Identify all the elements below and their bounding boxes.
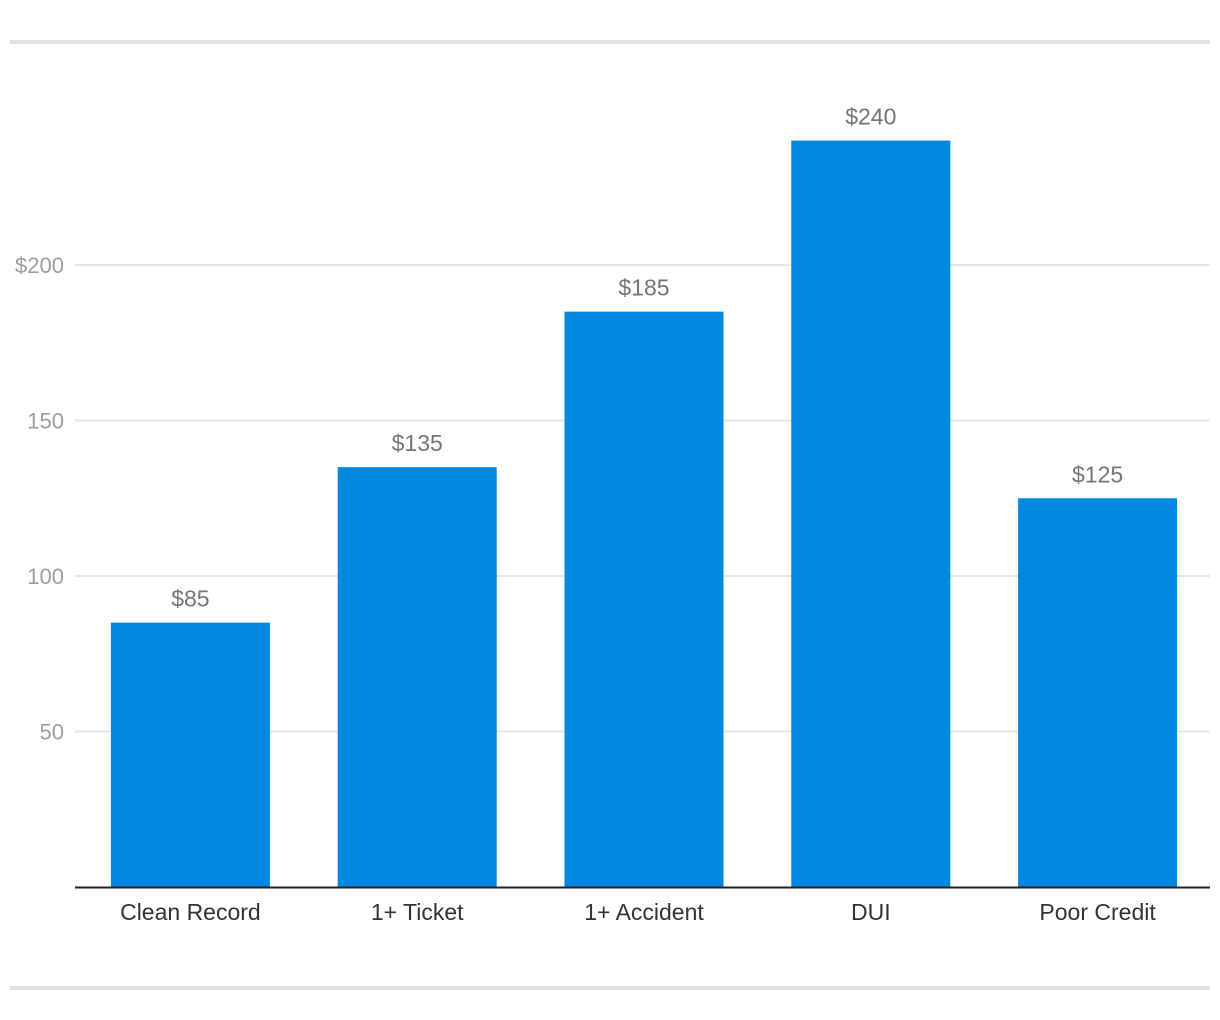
bar — [564, 311, 724, 887]
x-category-label: DUI — [851, 899, 891, 925]
bar — [337, 467, 497, 887]
y-tick-label: 100 — [27, 564, 64, 589]
y-tick-label: $200 — [15, 253, 64, 278]
bar-value-label: $85 — [171, 586, 209, 612]
y-tick-label: 150 — [27, 409, 64, 434]
x-category-label: Clean Record — [120, 899, 261, 925]
bar-value-label: $125 — [1072, 461, 1123, 487]
bar-value-label: $240 — [845, 104, 896, 130]
bar — [1018, 498, 1178, 887]
bar — [791, 140, 951, 888]
bar — [110, 622, 270, 887]
bars — [110, 140, 1178, 888]
bar-value-label: $185 — [618, 275, 669, 301]
x-axis-category-labels: Clean Record 1+ Ticket 1+ Accident DUI Poor … — [120, 899, 1156, 925]
y-tick-label: 50 — [40, 720, 64, 745]
bottom-divider — [10, 986, 1210, 990]
x-category-label: 1+ Ticket — [371, 899, 464, 925]
bar-value-label: $135 — [392, 430, 443, 456]
top-divider — [10, 40, 1210, 44]
x-category-label: 1+ Accident — [584, 899, 704, 925]
x-category-label: Poor Credit — [1039, 899, 1156, 925]
value-labels: $85 $135 $185 $240 $125 — [171, 104, 1123, 612]
y-axis-ticks: 50 100 150 $200 — [15, 253, 64, 745]
